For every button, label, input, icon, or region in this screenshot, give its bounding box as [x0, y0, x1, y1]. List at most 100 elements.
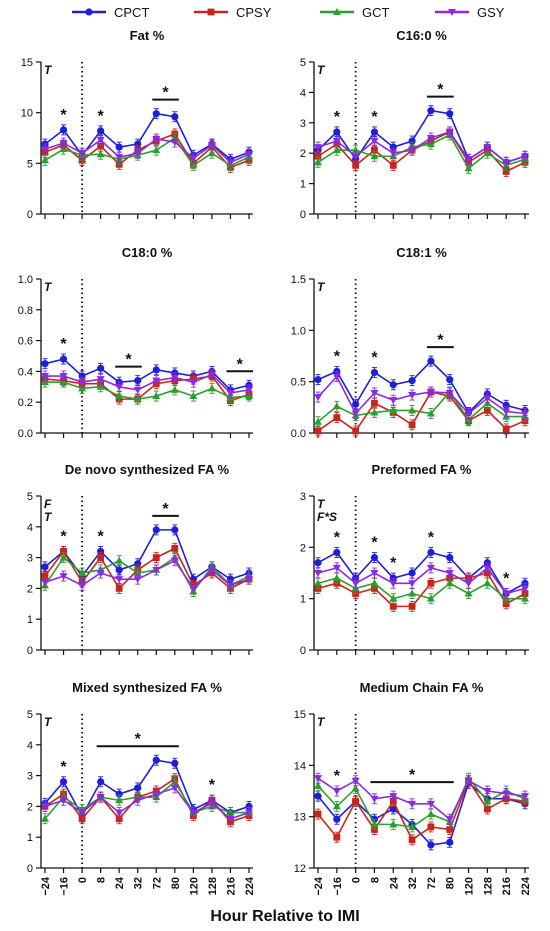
data-point [115, 576, 124, 584]
panel-5: De novo synthesized FA % 0 1 2 3 4 5 FT * * * [27, 462, 253, 657]
data-point [408, 392, 417, 400]
y-tick-label: 0 [27, 209, 33, 221]
series-line [317, 109, 526, 164]
data-point [171, 544, 179, 552]
significance-star: * [162, 501, 169, 518]
data-point [408, 147, 417, 155]
legend-marker [207, 8, 215, 16]
series-line [45, 373, 250, 394]
significance-star: * [428, 529, 435, 546]
data-point [332, 574, 341, 582]
data-point [245, 809, 253, 817]
data-point [445, 816, 454, 824]
y-tick-label: 12 [294, 863, 306, 875]
panel-title: Mixed synthesized FA % [72, 680, 222, 695]
series-cpsy [41, 542, 253, 594]
y-tick-label: 13 [294, 812, 306, 824]
data-point [427, 823, 435, 831]
data-point [426, 135, 435, 142]
legend-label: CPSY [236, 5, 272, 20]
y-tick-label: 1 [27, 832, 33, 844]
data-point [171, 759, 179, 767]
data-point [445, 389, 454, 397]
legend: CPCT CPSY GCT GSY [72, 5, 505, 20]
data-point [426, 810, 435, 818]
y-tick-label: 10 [21, 108, 33, 120]
data-point [446, 826, 454, 833]
data-point [314, 792, 322, 800]
series-line [44, 556, 250, 593]
x-tick-label: 32 [407, 877, 419, 889]
data-point [134, 377, 142, 385]
x-tick-label: −24 [40, 876, 52, 896]
data-point [446, 376, 454, 384]
data-point [133, 150, 142, 158]
series-line [317, 359, 526, 414]
data-point [389, 805, 397, 813]
data-point [464, 164, 473, 172]
data-point [59, 573, 68, 581]
data-point [152, 136, 161, 144]
data-point [521, 594, 529, 602]
data-point [152, 392, 161, 400]
series-cpct [314, 777, 529, 851]
effect-annotation: F [44, 497, 52, 511]
data-point [314, 579, 322, 587]
data-point [314, 144, 322, 152]
data-point [152, 756, 160, 764]
data-point [97, 778, 105, 786]
data-point [352, 797, 360, 805]
data-point [152, 566, 161, 574]
panel-8: Medium Chain FA % 12 13 14 15 −24 −16 0 8 24 32 72 8… [294, 680, 532, 896]
data-point [445, 579, 454, 587]
data-point [245, 386, 253, 394]
significance-star: * [437, 82, 444, 99]
data-point [189, 809, 198, 817]
data-point [521, 793, 529, 801]
y-tick-label: 0.5 [291, 377, 306, 389]
data-point [115, 154, 124, 162]
series-line [317, 777, 526, 821]
significance-star: * [162, 85, 169, 102]
series-cpct [314, 105, 529, 168]
data-point [502, 401, 510, 409]
y-tick-label: 5 [300, 57, 306, 69]
y-tick-label: 0 [300, 645, 306, 657]
data-point [189, 392, 198, 400]
legend-entry-cpct: CPCT [72, 5, 149, 20]
data-point [389, 580, 398, 588]
data-point [59, 778, 68, 786]
data-point [408, 580, 417, 588]
y-tick-label: 2 [300, 148, 306, 160]
data-point [389, 381, 397, 389]
data-point [171, 526, 179, 534]
data-point [115, 383, 124, 391]
y-tick-label: 4 [300, 87, 306, 99]
legend-marker [448, 9, 456, 16]
data-point [96, 137, 105, 145]
series-line [317, 776, 526, 828]
significance-star: * [60, 107, 67, 124]
y-tick-label: 3 [300, 491, 306, 503]
data-point [133, 395, 142, 403]
data-point [115, 809, 124, 817]
data-point [408, 421, 416, 429]
significance-star: * [437, 332, 444, 349]
effect-annotation: T [317, 280, 326, 294]
data-point [97, 364, 105, 372]
y-tick-label: 0.0 [291, 428, 306, 440]
legend-entry-gct: GCT [320, 5, 390, 20]
y-tick-label: 2 [27, 801, 33, 813]
y-tick-label: 5 [27, 709, 33, 721]
data-point [115, 392, 124, 400]
data-point [502, 159, 511, 167]
x-tick-label: 72 [426, 877, 438, 889]
data-point [352, 161, 360, 169]
data-point [245, 576, 253, 584]
legend-label: GSY [477, 5, 505, 20]
x-tick-label: 8 [96, 877, 108, 883]
data-point [464, 580, 473, 588]
data-point [483, 407, 491, 414]
data-point [332, 402, 341, 410]
data-point [115, 556, 124, 564]
